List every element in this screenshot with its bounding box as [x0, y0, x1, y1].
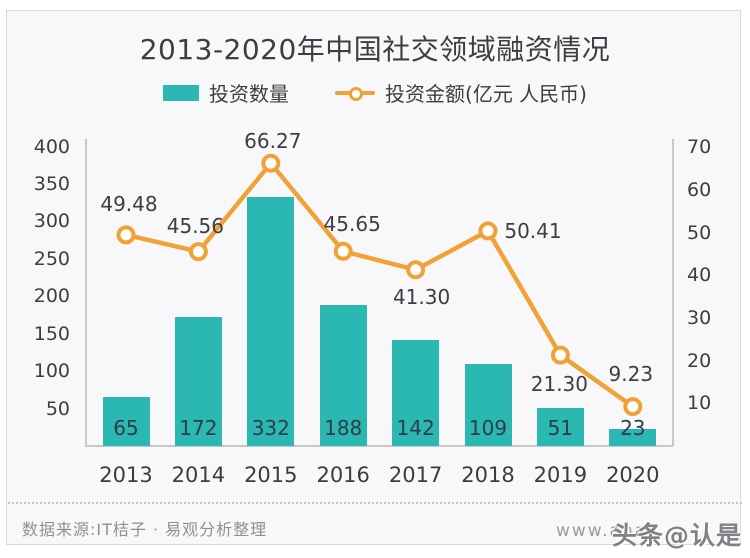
watermark-badge: 头条@认是 [612, 521, 743, 550]
bar-value-label-2017: 142 [396, 416, 435, 440]
point-label-2016: 45.65 [323, 212, 381, 237]
point-label-2014: 45.56 [166, 213, 225, 238]
left-axis-tick-250: 250 [33, 247, 70, 270]
line-marker-2019 [550, 345, 570, 365]
x-axis-label-2016: 2016 [316, 463, 370, 487]
right-axis-tick-70: 70 [687, 136, 712, 159]
right-axis-tick-10: 10 [687, 392, 712, 415]
bar-2015 [247, 197, 295, 446]
x-axis-label-2018: 2018 [461, 463, 515, 487]
bar-value-label-2020: 23 [620, 416, 646, 440]
x-axis-label-2015: 2015 [244, 463, 298, 487]
bar-2020 [609, 428, 657, 446]
bar-2018 [464, 364, 512, 446]
right-axis-tick-50: 50 [687, 221, 712, 244]
point-label-2018: 50.41 [504, 218, 562, 243]
chart-card [6, 10, 741, 545]
bar-value-label-2018: 109 [468, 416, 508, 440]
x-axis-label-2017: 2017 [388, 463, 443, 487]
source-url: www.ana [556, 521, 648, 541]
left-axis-tick-200: 200 [33, 285, 70, 308]
bar-2014 [174, 317, 222, 446]
legend-bar-label: 投资数量 [209, 82, 290, 106]
legend-item-line-series: 投资金额(亿元 人民币) [335, 78, 587, 107]
point-label-2017: 41.30 [392, 284, 451, 309]
line-marker-2018 [478, 221, 498, 241]
left-axis-tick-150: 150 [33, 322, 70, 345]
right-axis-tick-60: 60 [687, 179, 712, 201]
chart-title: 2013-2020年中国社交领域融资情况 [139, 33, 611, 66]
line-marker-2015 [261, 153, 281, 173]
x-axis-label-2013: 2013 [99, 463, 153, 487]
left-axis-tick-100: 100 [33, 360, 70, 383]
bar-value-label-2014: 172 [179, 416, 218, 440]
right-axis-line [672, 139, 674, 446]
line-marker-2014 [188, 242, 208, 262]
bar-2013 [102, 397, 150, 446]
bar-value-label-2016: 188 [324, 416, 363, 440]
line-series-marker-icon [335, 85, 376, 101]
point-label-2019: 21.30 [530, 372, 589, 397]
legend-line-label: 投资金额(亿元 人民币) [385, 82, 587, 106]
line-marker-2017 [406, 260, 426, 280]
point-label-2015: 66.27 [244, 129, 302, 154]
x-axis-label-2020: 2020 [606, 463, 660, 487]
left-axis-line [85, 139, 87, 446]
right-axis-tick-40: 40 [687, 264, 712, 287]
line-marker-2016 [333, 241, 353, 261]
bar-value-label-2015: 332 [251, 416, 290, 440]
bar-value-label-2019: 51 [547, 416, 574, 440]
left-axis-tick-300: 300 [33, 210, 70, 233]
right-axis-tick-30: 30 [687, 307, 712, 329]
legend: 投资数量 投资金额(亿元 人民币) [0, 78, 750, 107]
footer-divider [8, 502, 742, 504]
x-axis-label-2019: 2019 [533, 463, 588, 487]
left-axis-tick-350: 350 [33, 173, 70, 195]
x-axis-line [85, 445, 673, 447]
right-axis-tick-20: 20 [687, 349, 712, 372]
line-marker-2013 [116, 225, 136, 245]
legend-item-bar-series: 投资数量 [163, 78, 289, 107]
bar-2016 [319, 305, 367, 446]
bar-2017 [392, 339, 440, 446]
bar-value-label-2013: 65 [113, 416, 139, 440]
line-series-path [125, 160, 635, 409]
bar-2019 [536, 407, 584, 446]
line-marker-2020 [623, 397, 643, 417]
point-label-2013: 49.48 [100, 191, 158, 216]
left-axis-tick-400: 400 [33, 135, 70, 158]
point-label-2020: 9.23 [608, 361, 654, 386]
data-source-note: 数据来源:IT桔子 · 易观分析整理 [22, 520, 268, 539]
bar-series-swatch-icon [163, 84, 200, 101]
x-axis-label-2014: 2014 [171, 463, 226, 487]
left-axis-tick-50: 50 [45, 397, 70, 420]
